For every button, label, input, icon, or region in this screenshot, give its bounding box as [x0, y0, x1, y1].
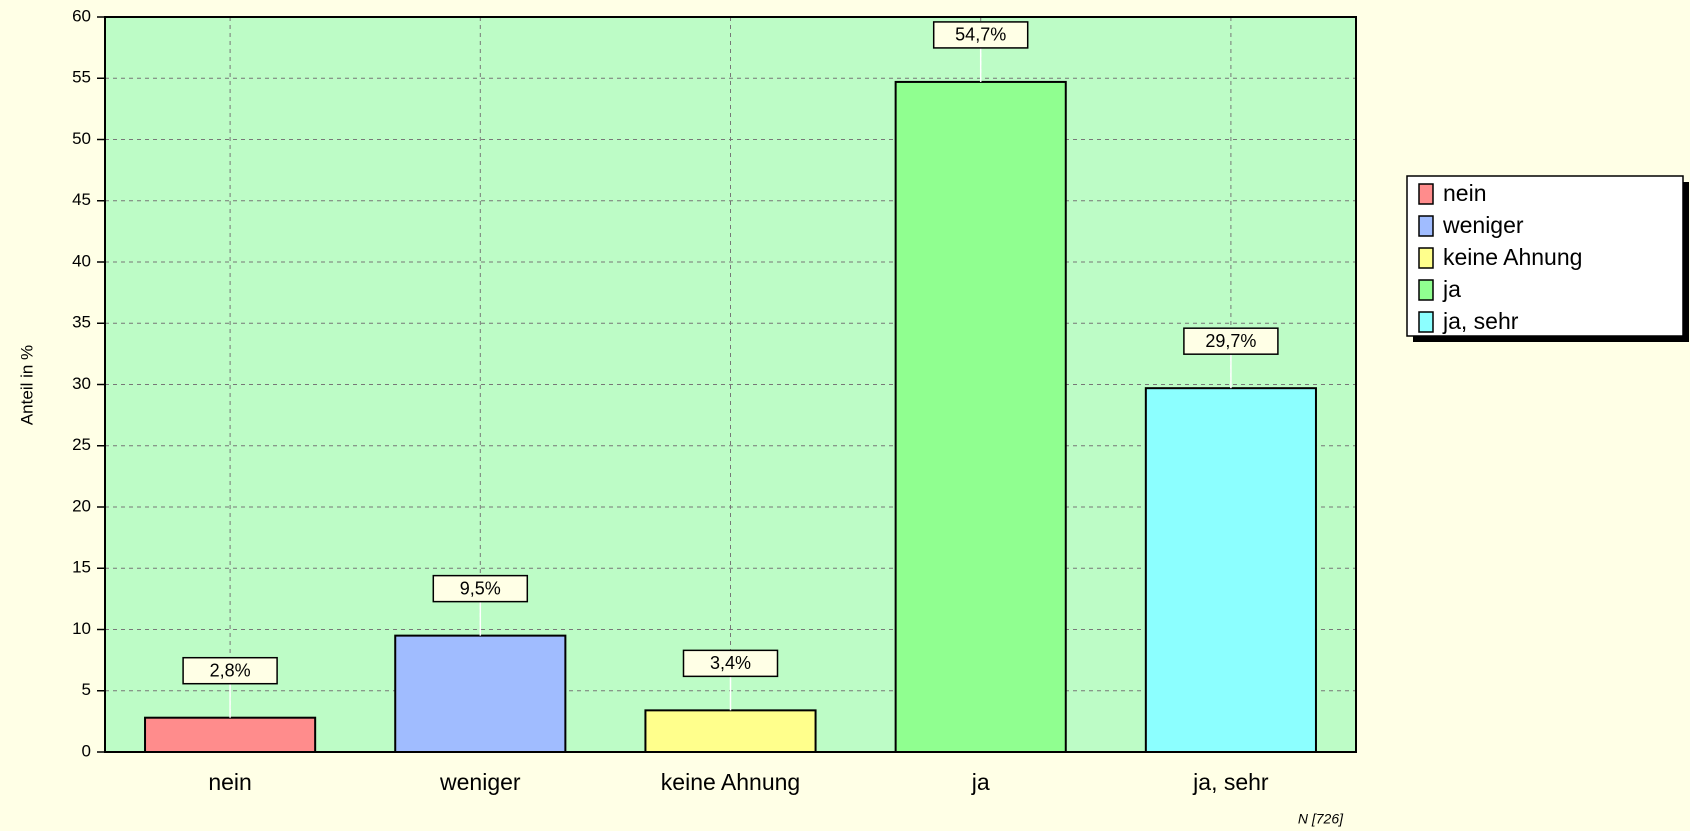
- legend-label: nein: [1443, 180, 1486, 206]
- legend-label: weniger: [1442, 212, 1524, 238]
- bar: [894, 80, 1067, 754]
- bar: [394, 634, 567, 753]
- value-label: 54,7%: [955, 25, 1006, 45]
- value-label-box: [432, 574, 529, 603]
- note: N [726]: [1298, 811, 1344, 827]
- y-tick-label: 20: [72, 496, 91, 515]
- value-label: 29,7%: [1205, 331, 1256, 351]
- y-tick-label: 50: [72, 129, 91, 148]
- y-tick-label: 5: [82, 680, 91, 699]
- bar: [1144, 387, 1317, 753]
- x-tick-label: ja, sehr: [1192, 769, 1269, 795]
- legend-swatch: [1418, 247, 1434, 269]
- legend-swatch: [1418, 215, 1434, 237]
- legend-label: ja, sehr: [1442, 308, 1519, 334]
- legend-swatch: [1418, 279, 1434, 301]
- y-tick-label: 25: [72, 435, 91, 454]
- x-tick-label: nein: [208, 769, 251, 795]
- value-label-box: [932, 21, 1029, 49]
- legend-label: keine Ahnung: [1443, 244, 1582, 270]
- value-label-box: [682, 649, 779, 678]
- bar: [644, 709, 817, 753]
- bar: [144, 716, 317, 754]
- x-tick-label: ja: [971, 769, 990, 795]
- legend-swatch: [1418, 311, 1434, 333]
- value-label-box: [182, 656, 278, 685]
- value-label: 9,5%: [460, 578, 501, 598]
- y-tick-label: 40: [72, 251, 91, 270]
- y-tick-label: 55: [72, 68, 91, 87]
- value-label: 2,8%: [210, 660, 251, 680]
- y-axis-label: Anteil in %: [17, 345, 36, 425]
- value-label: 3,4%: [710, 653, 751, 673]
- legend-label: ja: [1442, 276, 1461, 302]
- x-tick-label: weniger: [439, 769, 521, 795]
- y-tick-label: 45: [72, 190, 91, 209]
- x-tick-label: keine Ahnung: [661, 769, 800, 795]
- y-tick-label: 30: [72, 374, 91, 393]
- y-tick-label: 0: [82, 741, 91, 760]
- legend-swatch: [1418, 183, 1434, 205]
- y-tick-label: 10: [72, 619, 91, 638]
- y-tick-label: 35: [72, 313, 91, 332]
- y-tick-label: 15: [72, 558, 91, 577]
- legend: [1406, 175, 1684, 337]
- y-tick-label: 60: [72, 6, 91, 25]
- value-label-box: [1183, 327, 1279, 355]
